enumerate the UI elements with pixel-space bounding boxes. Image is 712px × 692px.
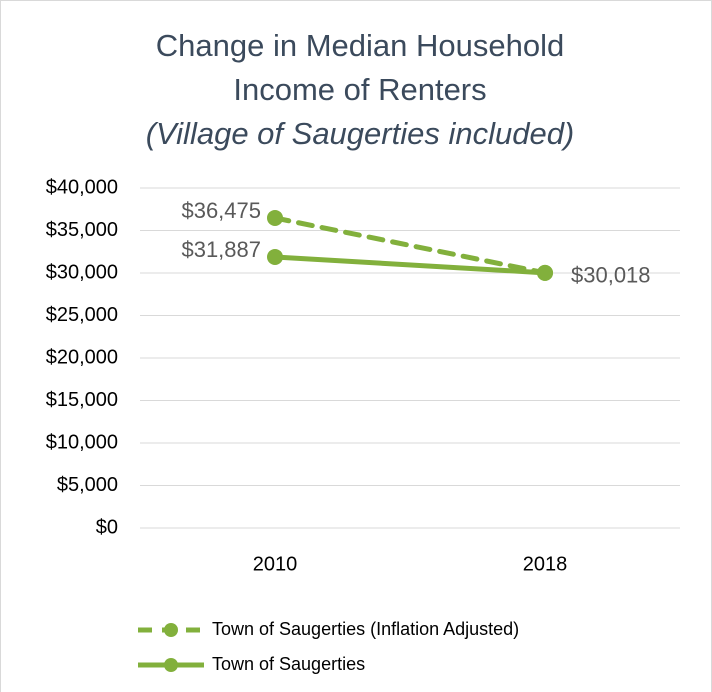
y-tick-label: $0 xyxy=(96,516,118,538)
y-tick-label: $25,000 xyxy=(46,304,118,326)
series-line xyxy=(272,254,548,276)
data-label: $30,018 xyxy=(571,263,651,288)
data-point xyxy=(267,209,283,226)
x-tick-label: 2018 xyxy=(523,553,568,575)
y-tick-label: $10,000 xyxy=(46,431,118,453)
data-label: $31,887 xyxy=(181,237,261,262)
y-tick-label: $20,000 xyxy=(46,346,118,368)
data-point xyxy=(267,248,283,265)
series-line xyxy=(272,215,548,276)
y-tick-label: $30,000 xyxy=(46,261,118,283)
y-tick-label: $5,000 xyxy=(57,474,118,496)
chart-title: Change in Median Household xyxy=(156,28,564,63)
legend-label: Town of Saugerties (Inflation Adjusted) xyxy=(212,619,519,639)
chart-title: Income of Renters xyxy=(233,72,486,107)
legend-marker xyxy=(164,623,178,637)
y-tick-label: $35,000 xyxy=(46,219,118,241)
y-tick-label: $40,000 xyxy=(46,176,118,198)
legend-label: Town of Saugerties xyxy=(212,654,365,674)
data-label: $36,475 xyxy=(181,198,261,223)
legend-marker xyxy=(164,658,178,672)
x-tick-label: 2010 xyxy=(253,553,298,575)
chart-subtitle: (Village of Saugerties included) xyxy=(146,116,575,151)
y-tick-label: $15,000 xyxy=(46,389,118,411)
data-point xyxy=(537,264,553,281)
